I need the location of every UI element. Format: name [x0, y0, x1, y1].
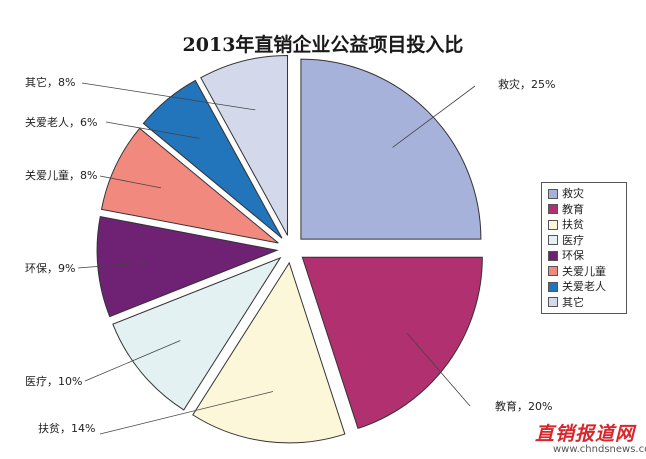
- legend-label: 其它: [562, 295, 584, 309]
- pie-slice-7: [142, 79, 283, 239]
- pie-slice-6: [100, 127, 279, 244]
- data-label-1: 救灾，25%: [498, 77, 555, 91]
- legend-item: 教育: [548, 202, 626, 218]
- leader-line-7: [105, 121, 200, 139]
- legend-swatch: [548, 281, 558, 292]
- legend-label: 教育: [562, 202, 584, 216]
- data-label-3: 扶贫，14%: [38, 421, 95, 435]
- watermark-brand: 直销报道网: [535, 423, 636, 445]
- pie-slice-3: [192, 261, 346, 444]
- leader-line-5: [77, 262, 149, 269]
- pie-slice-1: [300, 58, 482, 240]
- watermark-url: www.chndsnews.com: [553, 444, 646, 455]
- legend-swatch: [548, 250, 558, 261]
- data-label-5: 环保，9%: [25, 261, 75, 275]
- chart-legend: 救灾 教育扶贫 医疗环保 关爱儿童关爱老人 其它: [541, 182, 627, 314]
- legend-item: 其它: [548, 295, 626, 311]
- legend-label: 医疗: [562, 233, 584, 247]
- legend-swatch: [548, 266, 558, 277]
- legend-label: 救灾: [562, 187, 584, 201]
- leader-line-6: [99, 175, 162, 189]
- data-label-6: 关爱儿童，8%: [25, 168, 97, 182]
- legend-label: 扶贫: [562, 218, 584, 232]
- pie-slice-8: [200, 54, 289, 236]
- pie-slice-5: [96, 216, 279, 318]
- legend-item: 关爱儿童: [548, 264, 626, 280]
- legend-label: 环保: [562, 249, 584, 263]
- legend-swatch: [548, 235, 558, 246]
- legend-item: 关爱老人: [548, 279, 626, 295]
- legend-swatch: [548, 219, 558, 230]
- pie-slice-2: [301, 256, 483, 430]
- legend-item: 救灾: [548, 186, 626, 202]
- pie-slice-4: [112, 256, 282, 411]
- chart-title: 2013年直销企业公益项目投入比: [182, 34, 464, 56]
- data-label-4: 医疗，10%: [25, 374, 82, 388]
- leader-line-8: [81, 82, 256, 111]
- leader-line-4: [84, 340, 181, 382]
- legend-label: 关爱老人: [562, 280, 606, 294]
- legend-item: 环保: [548, 248, 626, 264]
- data-label-7: 关爱老人，6%: [25, 115, 97, 129]
- leader-line-1: [392, 85, 476, 148]
- legend-swatch: [548, 204, 558, 215]
- legend-swatch: [548, 297, 558, 308]
- legend-swatch: [548, 188, 558, 199]
- data-label-2: 教育，20%: [495, 399, 552, 413]
- legend-item: 扶贫: [548, 217, 626, 233]
- data-label-8: 其它，8%: [25, 75, 75, 89]
- legend-label: 关爱儿童: [562, 264, 606, 278]
- legend-item: 医疗: [548, 233, 626, 249]
- leader-line-2: [406, 333, 471, 407]
- leader-line-3: [99, 391, 274, 435]
